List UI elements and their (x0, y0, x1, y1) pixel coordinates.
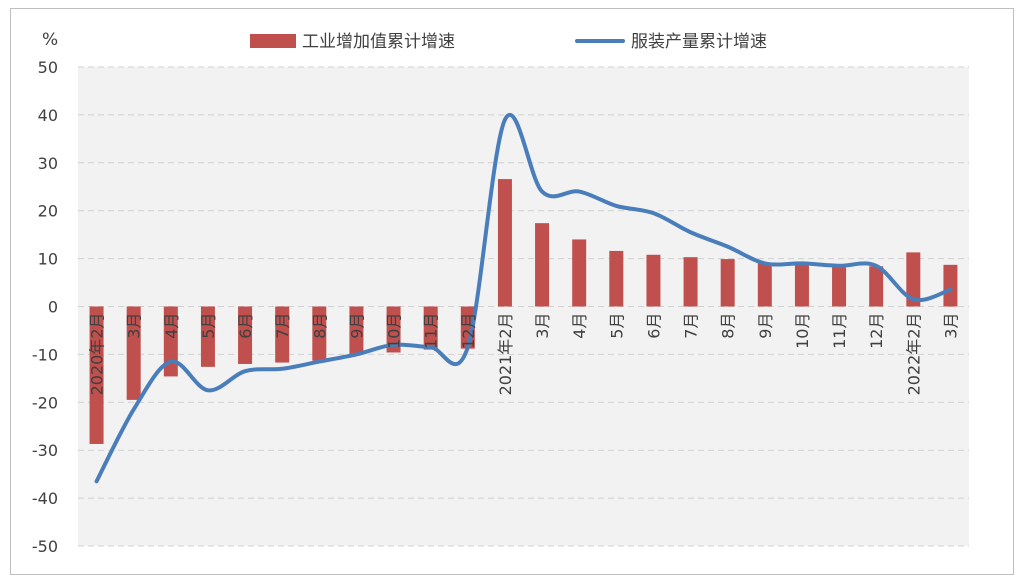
line-path (94, 113, 953, 484)
y-tick-label: -40 (32, 489, 58, 508)
y-tick-label: 20 (38, 202, 58, 221)
bar (683, 257, 698, 307)
x-tick-label: 7月 (273, 313, 292, 339)
x-tick-label: 8月 (310, 313, 329, 339)
gridlines (78, 66, 969, 547)
x-tick-label: 11月 (422, 313, 441, 349)
x-tick-label: 2020年2月 (88, 313, 107, 396)
y-tick-label: 40 (38, 106, 58, 125)
bar (572, 239, 587, 307)
y-axis-ticks: 50 40 30 20 10 0 -10 -20 -30 -40 -50 (32, 58, 58, 556)
legend-bar-swatch (250, 34, 296, 48)
bar (906, 252, 921, 307)
bar (126, 306, 141, 400)
bar (349, 306, 364, 355)
x-tick-label: 3月 (125, 313, 144, 339)
x-tick-label: 6月 (644, 313, 663, 339)
y-tick-label: -50 (32, 537, 58, 556)
bar (275, 306, 290, 363)
y-unit-label: % (42, 30, 58, 50)
y-tick-label: 50 (38, 58, 58, 77)
x-tick-label: 12月 (459, 313, 478, 349)
y-tick-label: -10 (32, 345, 58, 364)
x-tick-label: 3月 (941, 313, 960, 339)
y-tick-label: 30 (38, 154, 58, 173)
x-tick-label: 6月 (236, 313, 255, 339)
x-tick-label: 8月 (719, 313, 738, 339)
bar (757, 262, 772, 307)
x-tick-label: 9月 (756, 313, 775, 339)
x-tick-label: 10月 (793, 313, 812, 349)
x-tick-label: 5月 (199, 313, 218, 339)
bar (869, 266, 884, 307)
line-series (94, 113, 953, 484)
x-tick-label: 9月 (347, 313, 366, 339)
bar (89, 306, 104, 444)
x-tick-label: 12月 (867, 313, 886, 349)
x-axis-ticks: 2020年2月 3月 4月 5月 6月 7月 8月 9月 10月 11月 12月 2021年2月 3月 4… (88, 313, 961, 396)
bar (200, 306, 215, 367)
legend-label: 服装产量累计增速 (631, 32, 767, 52)
legend: 工业增加值累计增速 服装产量累计增速 (250, 32, 767, 52)
y-tick-label: -20 (32, 393, 58, 412)
bar (720, 259, 735, 307)
y-tick-label: -30 (32, 441, 58, 460)
x-tick-label: 10月 (385, 313, 404, 349)
bar (423, 306, 438, 350)
bar-series (89, 179, 958, 444)
x-tick-label: 2022年2月 (904, 313, 923, 396)
y-tick-label: 10 (38, 250, 58, 269)
bar (497, 179, 512, 307)
bar (943, 264, 958, 307)
bar (163, 306, 178, 377)
bar (312, 306, 327, 361)
bar (238, 306, 253, 364)
bar (794, 264, 809, 307)
x-tick-label: 4月 (570, 313, 589, 339)
x-tick-label: 4月 (162, 313, 181, 339)
x-tick-label: 11月 (830, 313, 849, 349)
x-tick-label: 2021年2月 (496, 313, 515, 396)
x-tick-label: 7月 (682, 313, 701, 339)
legend-label: 工业增加值累计增速 (302, 32, 455, 52)
bar (832, 266, 847, 307)
x-tick-label: 5月 (607, 313, 626, 339)
bar (646, 254, 661, 307)
bar (386, 306, 401, 353)
y-tick-label: 0 (48, 298, 58, 317)
x-tick-label: 3月 (533, 313, 552, 339)
bar (535, 223, 550, 307)
bar (609, 250, 624, 307)
